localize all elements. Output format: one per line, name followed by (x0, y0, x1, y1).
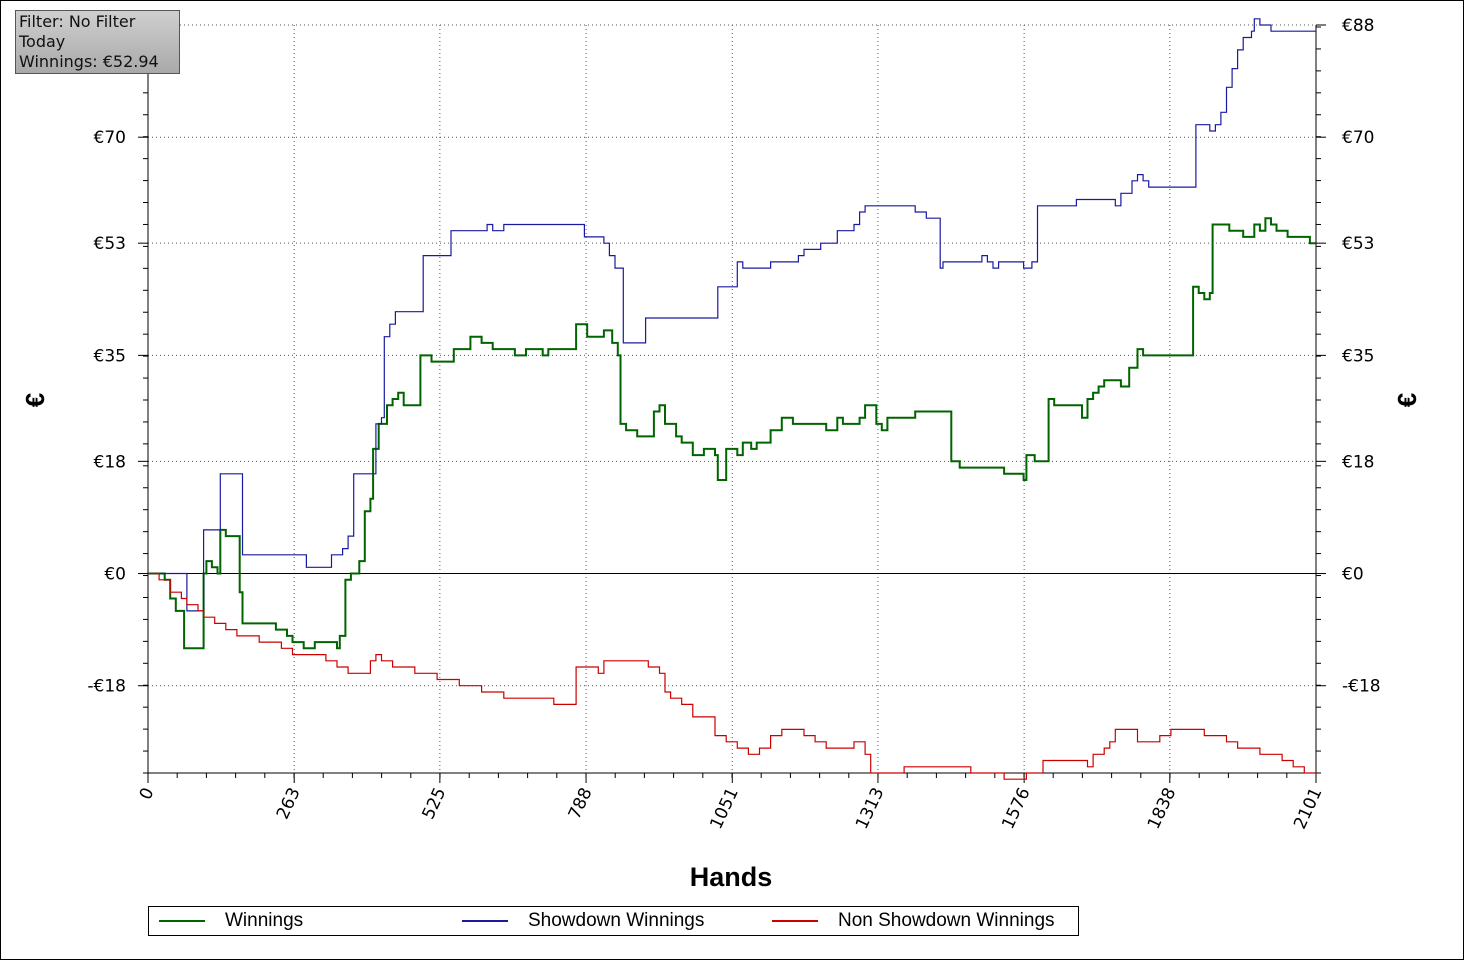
axis-ticks: -€18-€18€0€0€18€18€35€35€53€53€70€70€88€… (87, 16, 1380, 832)
line-chart: -€18 -€18 €0 €0 €18 €18 €35 €35 €53 €53 €70 €70 €88 €… (20, 16, 1422, 892)
x-axis-title: Hands (690, 862, 773, 892)
y-tick-label-right: €70 (1342, 128, 1374, 148)
x-tick-label: 1838 (1144, 785, 1180, 833)
y-tick-label-left: €35 (94, 346, 126, 366)
y-tick-label-right: €53 (1342, 234, 1374, 254)
y-tick-label-left: €53 (94, 234, 126, 254)
legend-item-winnings: Winnings (159, 907, 303, 935)
y-tick-label-left: -€18 (87, 677, 126, 697)
x-tick-label: 1576 (998, 785, 1034, 833)
y-tick-label-right: €88 (1342, 16, 1374, 36)
x-tick-label: 1051 (706, 785, 742, 833)
legend-item-showdown: Showdown Winnings (462, 907, 704, 935)
filter-label: Filter: No Filter (19, 12, 136, 31)
x-tick-label: 525 (419, 785, 451, 823)
y-tick-label-right: €35 (1342, 346, 1374, 366)
period-label: Today (19, 32, 66, 51)
legend-swatch-showdown (462, 920, 508, 922)
legend-swatch-winnings (159, 920, 205, 922)
series-lines (148, 18, 1316, 780)
y-tick-label-left: €18 (94, 452, 126, 472)
y-tick-label-left: €0 (104, 565, 126, 585)
series-line-showdown-winnings (148, 18, 1316, 612)
x-tick-label: 788 (565, 785, 597, 823)
legend-swatch-non-showdown (772, 920, 818, 922)
legend-label-winnings: Winnings (225, 910, 304, 931)
x-tick-label: 0 (136, 785, 159, 803)
y-tick-label-left: €70 (94, 128, 126, 148)
grid-lines (148, 24, 1316, 773)
x-tick-label: 263 (273, 785, 305, 823)
filter-info-box: Filter: No Filter Today Winnings: €52.94 (15, 10, 180, 74)
x-tick-label: 1313 (852, 785, 888, 833)
series-line-winnings (148, 217, 1316, 650)
x-tick-label: 2101 (1290, 785, 1326, 833)
legend-label-showdown: Showdown Winnings (528, 910, 705, 931)
y-tick-label-right: -€18 (1342, 677, 1381, 697)
y-axis-title-right: € (1392, 393, 1422, 407)
y-axis-title-left: € (20, 393, 50, 407)
series-line-non-showdown-winnings (148, 572, 1316, 780)
legend-label-non-showdown: Non Showdown Winnings (838, 910, 1055, 931)
winnings-label: Winnings: €52.94 (19, 52, 159, 71)
chart-legend: Winnings Showdown Winnings Non Showdown … (148, 906, 1079, 936)
y-tick-label-right: €0 (1342, 565, 1364, 585)
legend-item-non-showdown: Non Showdown Winnings (772, 907, 1055, 935)
y-tick-label-right: €18 (1342, 452, 1374, 472)
